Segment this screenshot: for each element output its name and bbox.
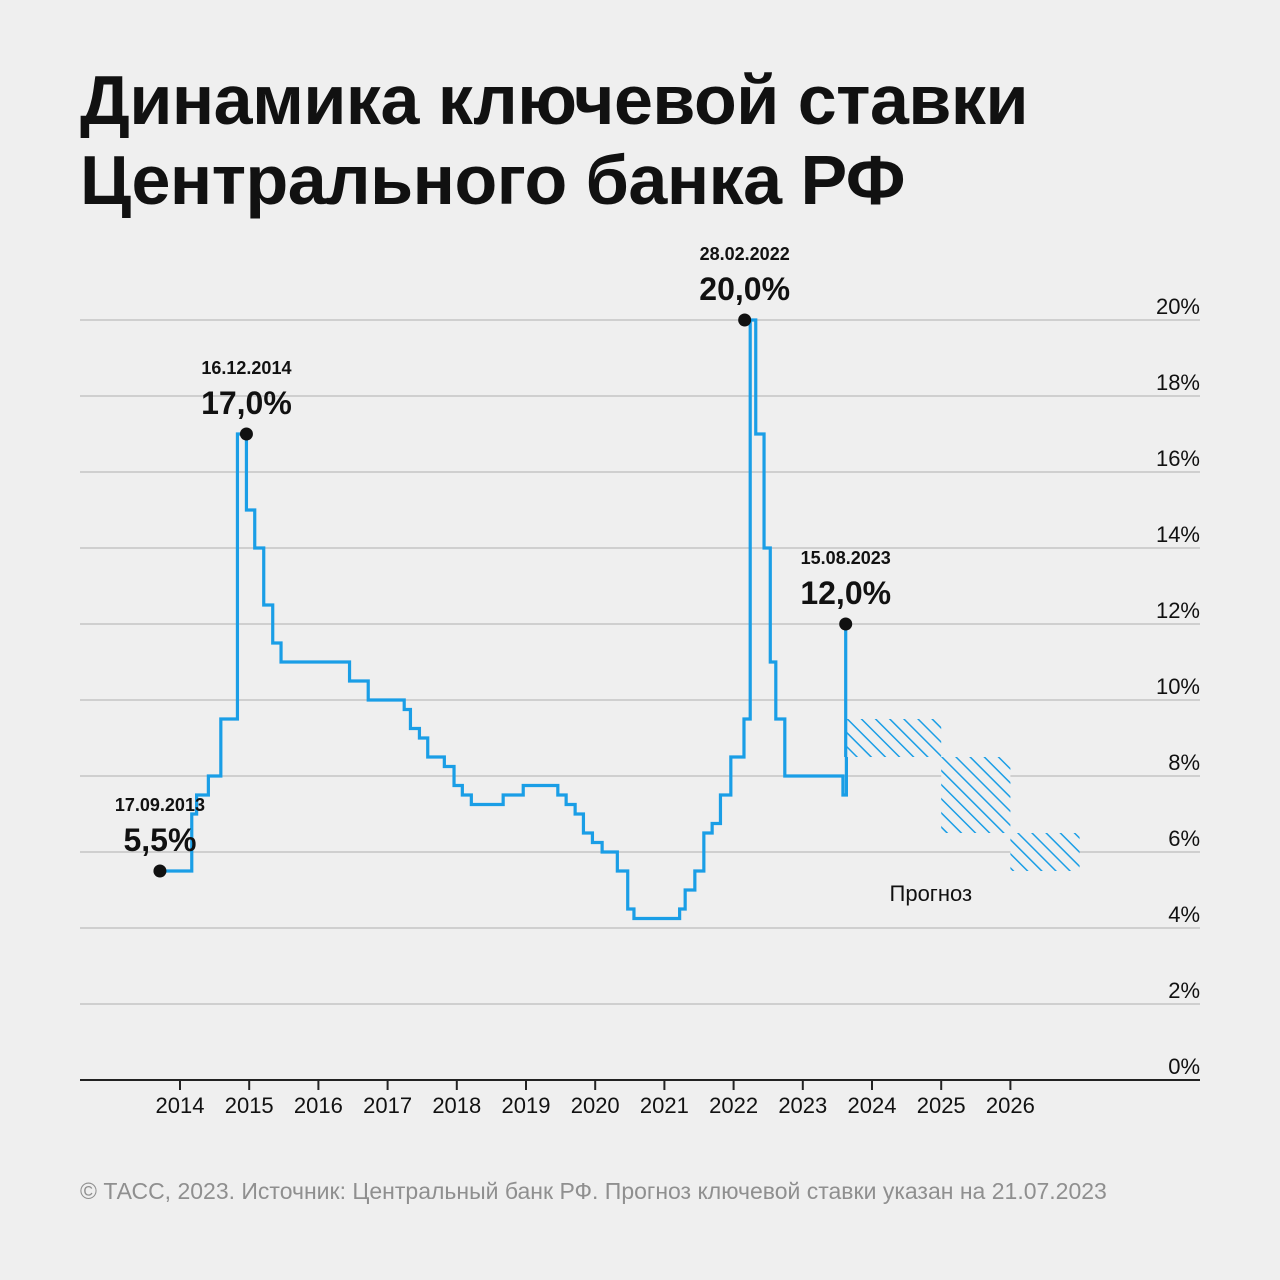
chart-title-line-1: Динамика ключевой ставки bbox=[80, 61, 1028, 139]
x-tick-label: 2023 bbox=[778, 1093, 827, 1118]
x-tick-label: 2020 bbox=[571, 1093, 620, 1118]
y-tick-label: 18% bbox=[1156, 370, 1200, 395]
forecast-range bbox=[1010, 833, 1080, 871]
series-layer bbox=[159, 318, 848, 921]
y-tick-label: 14% bbox=[1156, 522, 1200, 547]
x-tick-label: 2026 bbox=[986, 1093, 1035, 1118]
x-axis bbox=[80, 1079, 1200, 1090]
x-axis-labels: 2014 2015 2016 2017 2018 2019 2020 2021 2022 2023… bbox=[156, 1093, 1035, 1118]
x-tick-label: 2015 bbox=[225, 1093, 274, 1118]
y-tick-label: 8% bbox=[1168, 750, 1200, 775]
x-tick-label: 2014 bbox=[156, 1093, 205, 1118]
forecast-range bbox=[845, 719, 942, 757]
grid-lines bbox=[80, 319, 1200, 1005]
chart-title: Динамика ключевой ставки Центрального ба… bbox=[80, 60, 1180, 220]
x-tick-label: 2024 bbox=[848, 1093, 897, 1118]
x-tick-label: 2019 bbox=[502, 1093, 551, 1118]
annotation-value: 12,0% bbox=[800, 575, 891, 611]
y-tick-label: 16% bbox=[1156, 446, 1200, 471]
y-tick-label: 10% bbox=[1156, 674, 1200, 699]
x-tick-label: 2022 bbox=[709, 1093, 758, 1118]
forecast-label: Прогноз bbox=[890, 881, 973, 906]
forecast-range bbox=[941, 757, 1011, 833]
annotation-date: 15.08.2023 bbox=[801, 548, 891, 568]
x-tick-label: 2017 bbox=[363, 1093, 412, 1118]
y-tick-label: 4% bbox=[1168, 902, 1200, 927]
annotation-value: 5,5% bbox=[123, 822, 196, 858]
annotation-dot bbox=[153, 864, 167, 878]
annotation-dot bbox=[839, 617, 853, 631]
y-tick-label: 2% bbox=[1168, 978, 1200, 1003]
x-tick-label: 2021 bbox=[640, 1093, 689, 1118]
y-tick-label: 12% bbox=[1156, 598, 1200, 623]
annotations: 17.09.2013 5,5% 16.12.2014 17,0% 28.02.2022 2… bbox=[115, 244, 891, 878]
x-tick-label: 2016 bbox=[294, 1093, 343, 1118]
x-tick-label: 2018 bbox=[432, 1093, 481, 1118]
annotation-date: 28.02.2022 bbox=[700, 244, 790, 264]
x-tick-label: 2025 bbox=[917, 1093, 966, 1118]
forecast-ranges: Прогноз bbox=[845, 719, 1080, 906]
annotation-date: 17.09.2013 bbox=[115, 795, 205, 815]
annotation-dot bbox=[738, 313, 752, 327]
annotation-value: 17,0% bbox=[201, 385, 292, 421]
source-footer: © ТАСС, 2023. Источник: Центральный банк… bbox=[80, 1178, 1107, 1204]
y-axis-labels: 0% 2% 4% 6% 8% 10% 12% 14% 16% 18% 20% bbox=[1156, 294, 1200, 1079]
y-tick-label: 0% bbox=[1168, 1054, 1200, 1079]
y-tick-label: 20% bbox=[1156, 294, 1200, 319]
y-tick-label: 6% bbox=[1168, 826, 1200, 851]
key-rate-line bbox=[159, 318, 848, 921]
chart-title-line-2: Центрального банка РФ bbox=[80, 141, 906, 219]
annotation-value: 20,0% bbox=[699, 271, 790, 307]
annotation-date: 16.12.2014 bbox=[201, 358, 291, 378]
annotation-dot bbox=[239, 427, 253, 441]
